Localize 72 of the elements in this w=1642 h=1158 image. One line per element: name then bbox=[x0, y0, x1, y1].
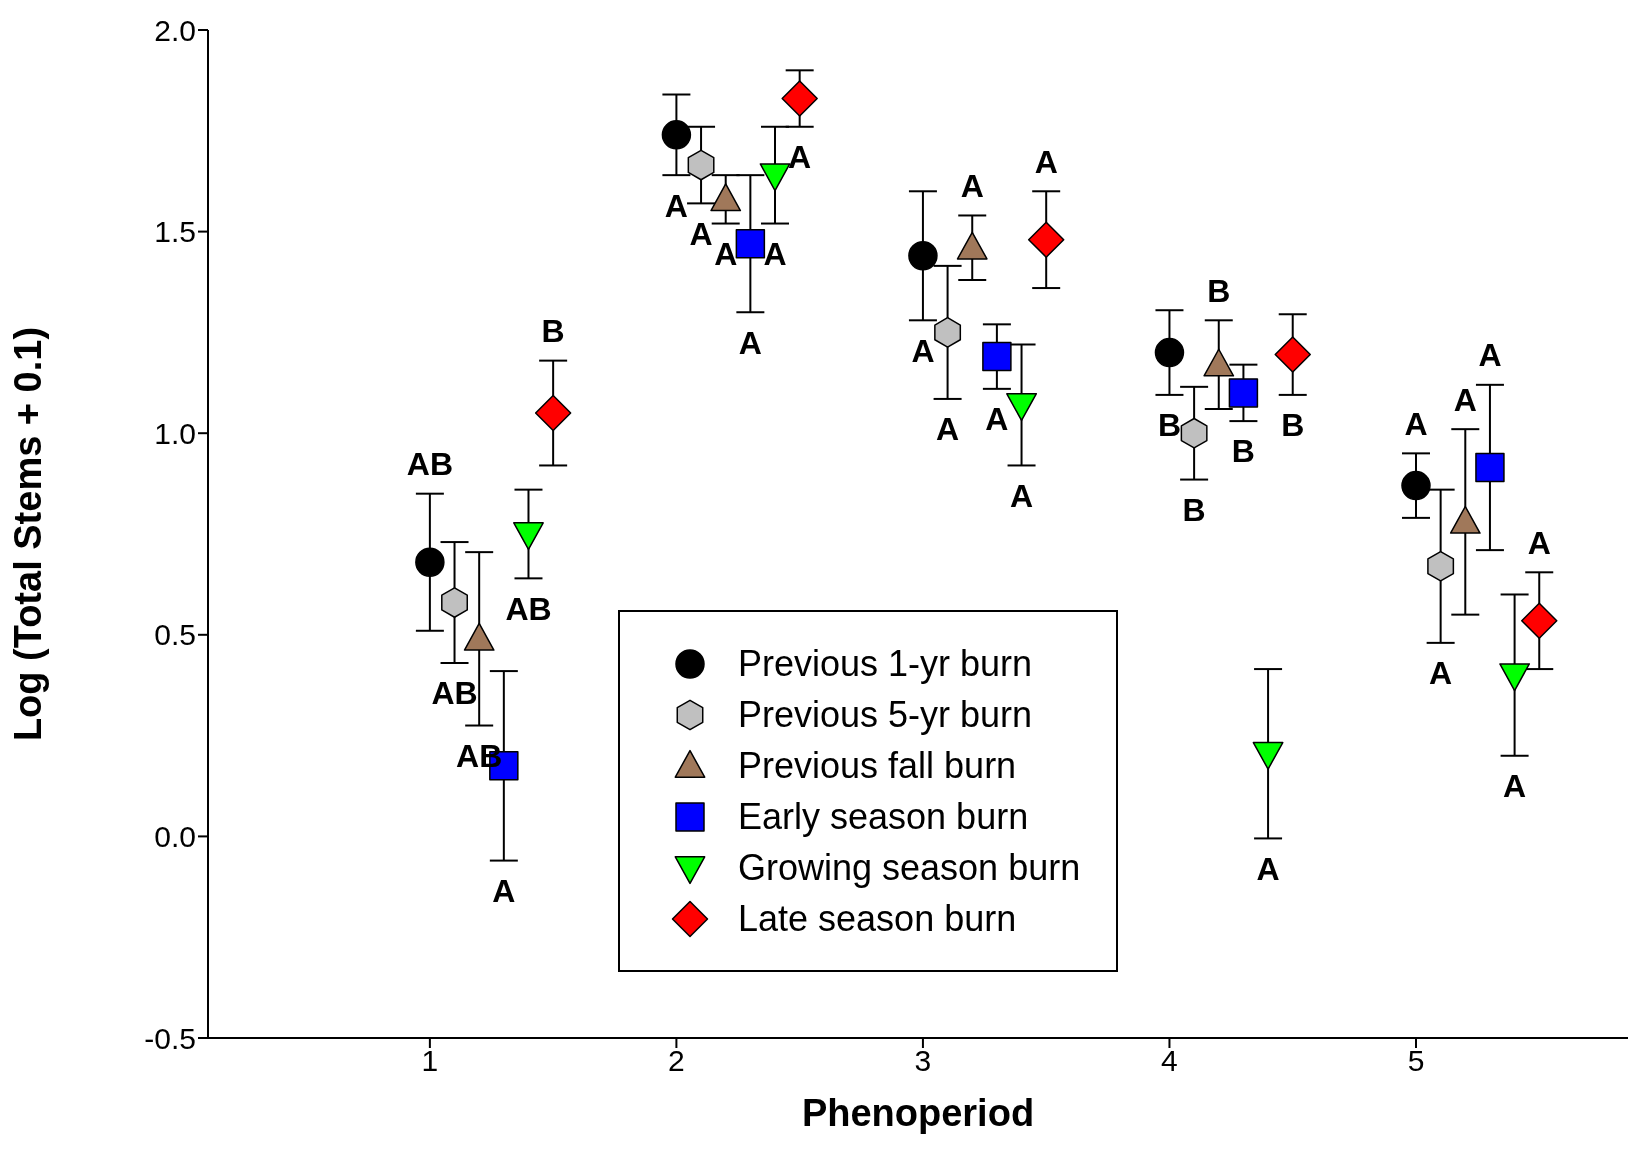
point bbox=[1203, 348, 1235, 377]
point bbox=[781, 80, 818, 117]
annotation: A bbox=[911, 332, 935, 369]
point bbox=[1274, 336, 1311, 373]
y-tick-label: -0.5 bbox=[144, 1021, 196, 1055]
annotation: B bbox=[541, 312, 565, 349]
point bbox=[661, 120, 692, 150]
annotation: AB bbox=[431, 675, 478, 712]
legend-label: Previous fall burn bbox=[738, 744, 1017, 787]
y-tick-label: 0.5 bbox=[154, 618, 196, 652]
point bbox=[441, 587, 469, 618]
point bbox=[1401, 470, 1431, 501]
annotation: B bbox=[1157, 407, 1182, 444]
point bbox=[1154, 337, 1185, 368]
annotation: B bbox=[1281, 407, 1305, 444]
legend-label: Late season burn bbox=[738, 897, 1017, 940]
annotation: A bbox=[714, 235, 738, 272]
point bbox=[1427, 550, 1455, 582]
annotation: A bbox=[1503, 768, 1527, 805]
annotation: A bbox=[492, 872, 516, 909]
legend-label: Previous 1-yr burn bbox=[738, 642, 1033, 685]
y-axis-title: Log (Total Stems + 0.1) bbox=[7, 326, 50, 742]
point bbox=[1228, 378, 1259, 408]
annotation: B bbox=[1207, 272, 1231, 309]
annotation: A bbox=[763, 235, 787, 272]
annotation: A bbox=[1034, 143, 1058, 180]
annotation: A bbox=[1256, 850, 1280, 887]
annotation: AB bbox=[406, 446, 453, 483]
annotation: B bbox=[1182, 491, 1206, 528]
point bbox=[1180, 417, 1208, 449]
point bbox=[908, 241, 938, 271]
legend-label: Previous 5-yr burn bbox=[738, 693, 1033, 736]
annotation: A bbox=[960, 167, 984, 204]
x-tick-label: 4 bbox=[1161, 1044, 1178, 1078]
point bbox=[710, 183, 742, 212]
annotation: A bbox=[1453, 381, 1477, 418]
annotation: A bbox=[1429, 655, 1453, 692]
point bbox=[982, 341, 1012, 372]
point bbox=[1252, 741, 1284, 770]
annotation: A bbox=[985, 401, 1009, 438]
annotation: A bbox=[1404, 405, 1428, 442]
y-tick-label: 0.0 bbox=[154, 820, 196, 854]
legend-label: Growing season burn bbox=[738, 846, 1081, 889]
annotation: A bbox=[1009, 477, 1034, 514]
point bbox=[934, 316, 962, 348]
annotation: A bbox=[788, 139, 812, 176]
x-axis-title: Phenoperiod bbox=[801, 1092, 1035, 1134]
annotation: A bbox=[1527, 524, 1551, 561]
y-tick-label: 2.0 bbox=[154, 13, 196, 47]
annotation: AB bbox=[505, 590, 552, 627]
annotation: A bbox=[1478, 337, 1502, 374]
x-tick-label: 1 bbox=[421, 1044, 439, 1078]
annotation: A bbox=[936, 411, 960, 448]
point bbox=[1521, 602, 1558, 639]
point bbox=[956, 231, 988, 260]
annotation: A bbox=[689, 215, 713, 252]
y-tick-label: 1.5 bbox=[154, 215, 196, 249]
legend-label: Early season burn bbox=[738, 795, 1029, 838]
y-tick-label: 1.0 bbox=[154, 416, 196, 450]
point bbox=[687, 149, 715, 181]
point bbox=[735, 228, 766, 259]
point bbox=[534, 394, 572, 432]
point bbox=[1027, 221, 1065, 258]
point bbox=[1475, 452, 1505, 483]
x-tick-label: 3 bbox=[914, 1044, 932, 1078]
point bbox=[415, 547, 445, 577]
x-tick-label: 5 bbox=[1407, 1044, 1425, 1078]
x-tick-label: 2 bbox=[668, 1044, 685, 1078]
annotation: A bbox=[664, 187, 688, 224]
annotation: B bbox=[1231, 433, 1255, 470]
annotation: AB bbox=[456, 737, 503, 774]
annotation: A bbox=[738, 324, 762, 361]
